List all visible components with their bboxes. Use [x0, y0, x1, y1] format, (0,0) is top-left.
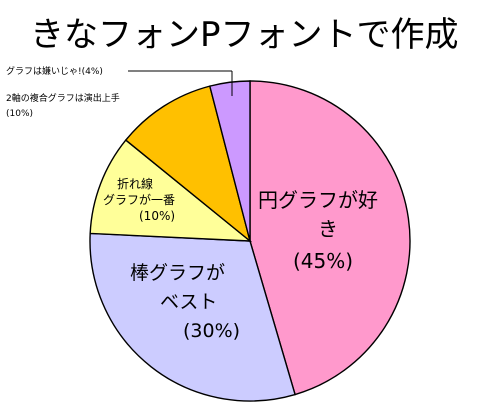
pie-slice-2 [89, 139, 253, 242]
pie-slice-1 [89, 232, 296, 402]
leader-lines [128, 70, 233, 96]
chart-title: きなフォンPフォントで作成 [30, 15, 459, 55]
label-45-line1: 円グラフが好 [258, 188, 378, 212]
pie-slice-4 [208, 80, 251, 242]
label-10a-value: (10%) [139, 209, 175, 223]
pie-slice-0 [249, 80, 411, 396]
label-30-line1: 棒グラフが [130, 262, 225, 284]
label-10b-line1: 2軸の複合グラフは演出上手 [6, 92, 120, 104]
pie-slice-3 [124, 85, 252, 243]
label-4-line1: グラフは嫌いじゃ!(4%) [6, 65, 103, 77]
label-45-value: (45%) [293, 249, 353, 273]
label-10b-value: (10%) [6, 109, 33, 119]
label-30-line2: ベスト [160, 291, 217, 313]
pie-slices [89, 80, 411, 402]
label-10a-line1: 折れ線 [117, 176, 153, 191]
label-30-value: (30%) [183, 320, 240, 342]
label-45-line2: き [318, 217, 338, 241]
label-10a-line2: グラフが一番 [103, 192, 175, 207]
slice-labels: 円グラフが好 き (45%) 棒グラフが ベスト (30%) 折れ線 グラフが一… [6, 65, 378, 342]
